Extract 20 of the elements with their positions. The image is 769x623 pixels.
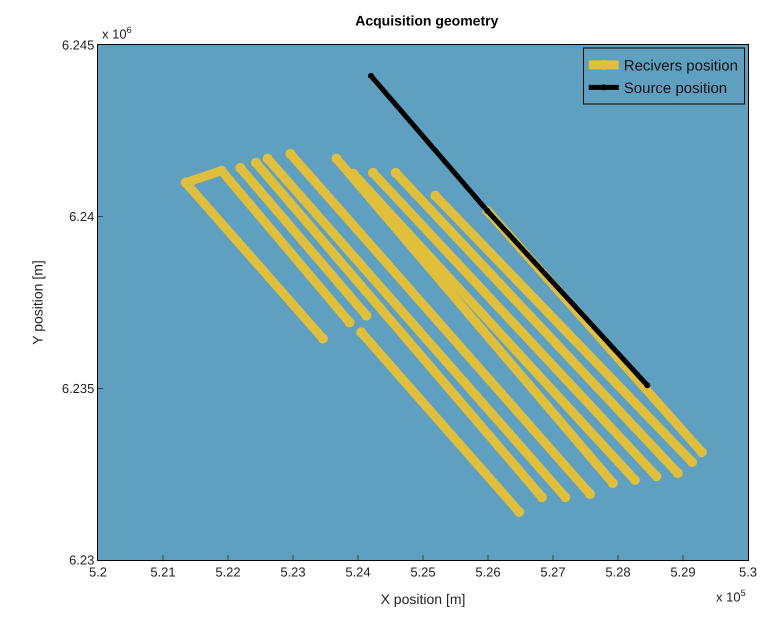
y-tick-label: 6.245 xyxy=(62,38,94,53)
x-tick-label: 5.24 xyxy=(345,564,371,580)
x-tick-label: 5.29 xyxy=(670,564,696,580)
x-tick-label: 5.3 xyxy=(738,564,758,580)
legend-label: Recivers position xyxy=(624,58,738,75)
x-tick-label: 5.21 xyxy=(150,564,176,580)
text: x 10$^{6}$ xyxy=(102,25,132,42)
text: x 10$^{5}$ xyxy=(716,588,746,604)
legend-label: Source position xyxy=(624,80,728,98)
x-tick-label: 5.23 xyxy=(280,564,306,580)
chart-title: Acquisition geometry xyxy=(355,12,499,28)
y-axis-title: Y position [m] xyxy=(29,260,46,345)
x-tick-label: 5.25 xyxy=(410,564,436,580)
y-tick-label: 6.235 xyxy=(62,380,94,396)
x-tick-label: 5.27 xyxy=(540,564,566,580)
x-axis-title: X position [m] xyxy=(380,590,466,607)
x-tick-label: 5.26 xyxy=(475,564,501,580)
x-tick-label: 5.22 xyxy=(215,564,241,580)
y-tick-label: 6.24 xyxy=(69,209,94,224)
x-tick-label: 5.28 xyxy=(605,564,631,580)
